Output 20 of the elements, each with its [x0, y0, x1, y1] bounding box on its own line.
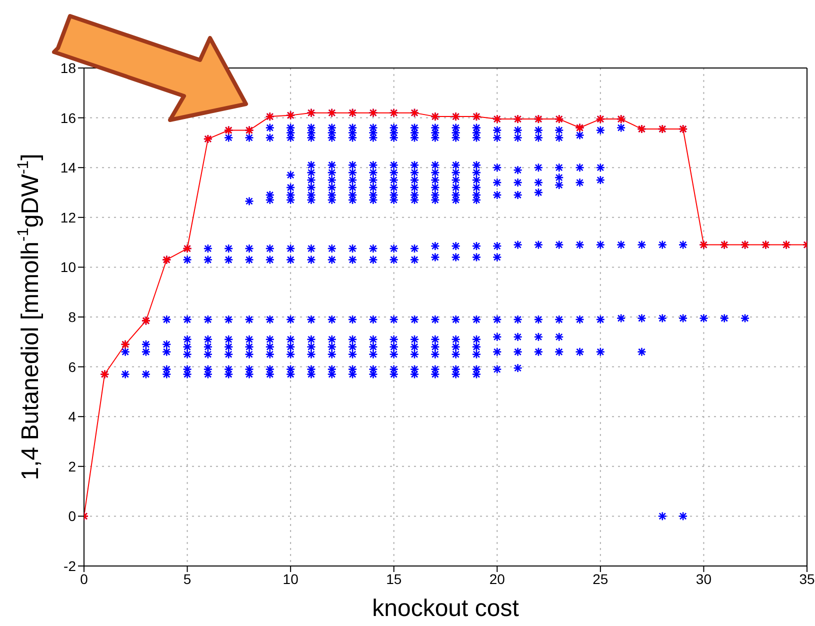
y-tick-label: 12 [60, 209, 76, 226]
x-tick-label: 30 [696, 570, 712, 587]
y-tick-label: 6 [68, 358, 76, 375]
x-tick-label: 35 [799, 570, 815, 587]
y-tick-label: 2 [68, 458, 76, 474]
x-tick-label: 15 [386, 570, 402, 587]
y-tick-label: 0 [68, 508, 76, 524]
x-tick-label: 20 [489, 570, 506, 587]
y-tick-label: 18 [60, 60, 76, 76]
x-tick-label: 0 [80, 570, 88, 587]
y-tick-label: -2 [64, 558, 76, 574]
y-tick-label: 10 [60, 259, 76, 276]
y-tick-label: 4 [68, 408, 76, 425]
y-tick-label: 14 [60, 160, 76, 176]
x-tick-label: 25 [592, 570, 608, 587]
y-tick-label: 8 [68, 308, 76, 325]
x-tick-label: 10 [282, 570, 299, 587]
x-tick-label: 5 [183, 570, 192, 587]
y-tick-label: 16 [60, 110, 76, 126]
x-axis-title: knockout cost [372, 595, 520, 622]
